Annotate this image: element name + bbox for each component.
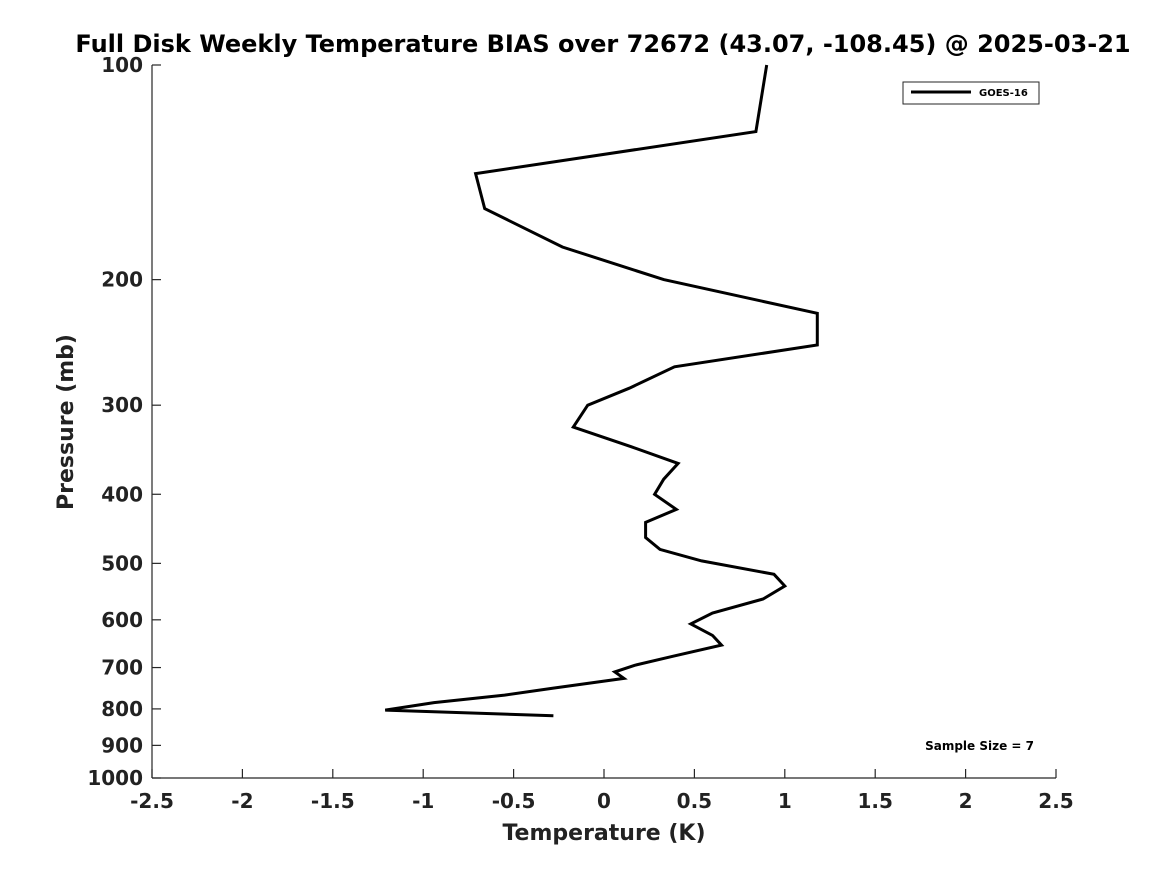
- y-tick-label: 300: [101, 393, 143, 417]
- x-tick-label: 0: [597, 789, 611, 813]
- y-tick-label: 600: [101, 608, 143, 632]
- x-tick-label: 1.5: [857, 789, 892, 813]
- x-tick-label: -0.5: [492, 789, 536, 813]
- series-line-goes16: [384, 64, 819, 718]
- y-axis-label: Pressure (mb): [54, 334, 79, 510]
- y-tick-label: 700: [101, 656, 143, 680]
- x-tick-label: -1.5: [311, 789, 355, 813]
- x-tick-label: -1: [412, 789, 434, 813]
- x-tick-label: 1: [778, 789, 792, 813]
- series-layer: [384, 64, 819, 718]
- x-tick-label: 2.5: [1038, 789, 1073, 813]
- y-tick-label: 400: [101, 482, 143, 506]
- legend: GOES-16: [902, 81, 1040, 105]
- y-tick-label: 900: [101, 733, 143, 757]
- plot-area: [152, 65, 1056, 778]
- sample-size-annotation: Sample Size = 7: [925, 739, 1034, 753]
- x-tick-label: 0.5: [677, 789, 712, 813]
- chart-title: Full Disk Weekly Temperature BIAS over 7…: [75, 30, 1130, 58]
- x-axis-label: Temperature (K): [502, 821, 705, 846]
- x-axis-ticks: -2.5 -2 -1.5 -1 -0.5 0 0.5 1 1.5 2 2.5: [130, 769, 1074, 813]
- x-tick-label: -2.5: [130, 789, 174, 813]
- y-tick-label: 1000: [87, 766, 143, 790]
- y-tick-label: 800: [101, 697, 143, 721]
- x-tick-label: -2: [231, 789, 253, 813]
- y-tick-label: 500: [101, 551, 143, 575]
- y-tick-label: 100: [101, 53, 143, 77]
- y-tick-label: 200: [101, 268, 143, 292]
- x-tick-label: 2: [959, 789, 973, 813]
- legend-entry-goes16: GOES-16: [979, 88, 1028, 99]
- y-axis-ticks: 100 200 300 400 500 600 700 800 900 1000: [87, 53, 161, 790]
